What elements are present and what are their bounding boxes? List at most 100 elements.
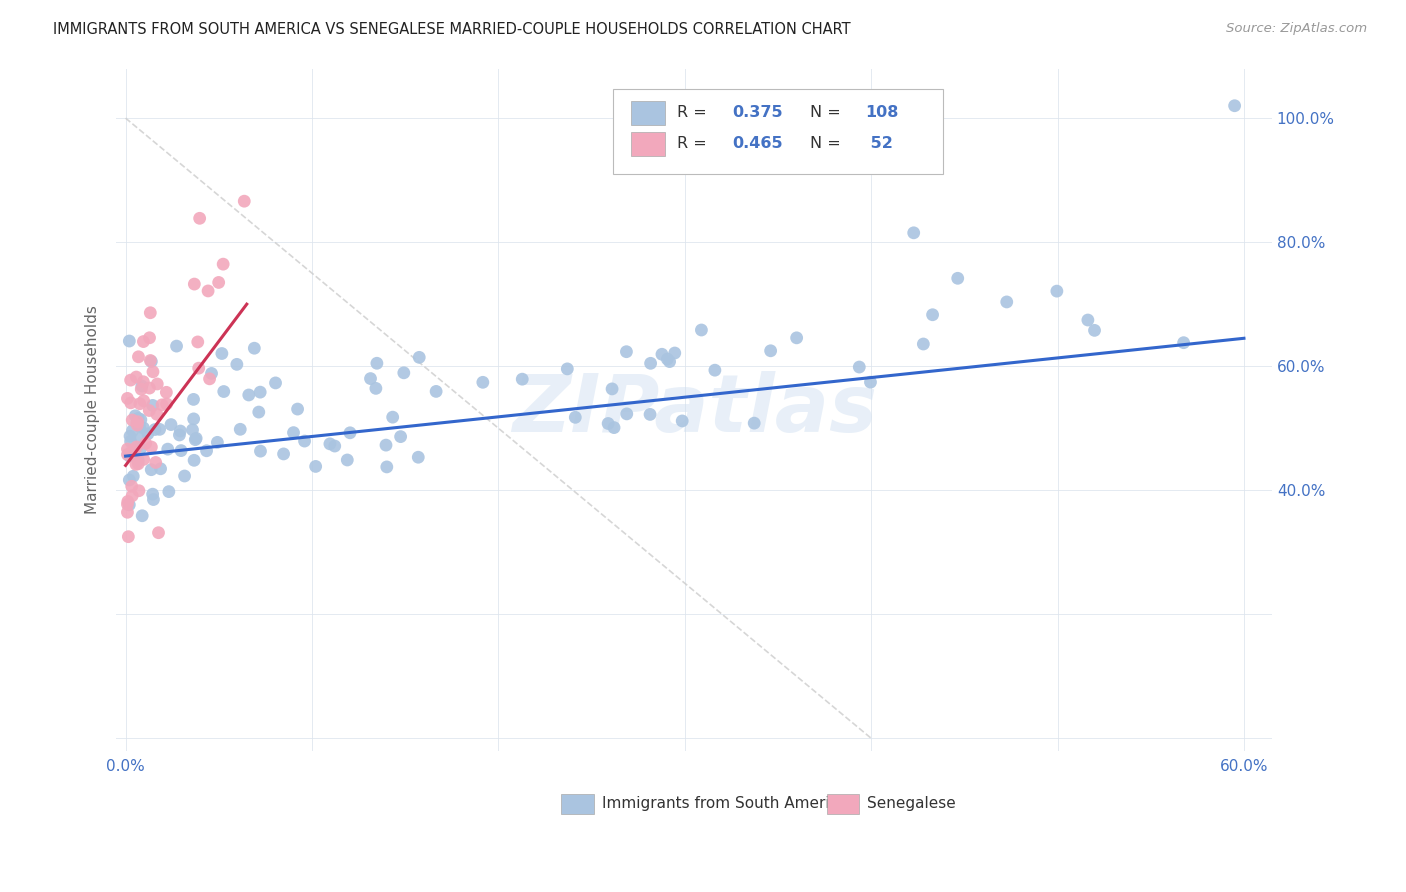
Point [118, 334, 141, 348]
Point [157, 484, 180, 499]
Point [125, 440, 148, 454]
Point [135, 436, 157, 450]
Point [903, 226, 925, 240]
Point [141, 354, 163, 368]
Point [195, 443, 218, 458]
Point [170, 443, 193, 458]
Text: 52: 52 [865, 136, 893, 151]
Point [117, 448, 139, 462]
Point [425, 384, 447, 399]
Text: ZIPatlas: ZIPatlas [512, 370, 876, 449]
Point [283, 425, 305, 440]
Point [364, 381, 387, 395]
Point [658, 354, 681, 368]
Point [616, 407, 638, 421]
Y-axis label: Married-couple Households: Married-couple Households [86, 305, 100, 514]
Point [212, 384, 235, 399]
Point [124, 409, 146, 423]
Point [149, 422, 172, 436]
Bar [827, 794, 859, 814]
Text: R =: R = [676, 105, 711, 120]
Point [118, 449, 141, 463]
Point [125, 458, 148, 472]
Point [186, 431, 208, 445]
Point [287, 402, 309, 417]
Point [141, 463, 163, 477]
Point [132, 375, 155, 389]
Point [148, 525, 170, 540]
Point [132, 421, 155, 435]
Point [323, 439, 346, 453]
Point [555, 362, 578, 376]
Point [124, 448, 146, 462]
Point [118, 429, 141, 443]
Point [128, 419, 150, 434]
Point [249, 444, 271, 458]
Point [375, 459, 398, 474]
Point [229, 422, 252, 436]
Point [120, 434, 142, 449]
Point [389, 429, 412, 443]
Point [198, 372, 221, 386]
Point [138, 381, 160, 395]
Point [127, 350, 149, 364]
Point [638, 408, 661, 422]
Point [616, 344, 638, 359]
Point [921, 308, 943, 322]
Point [207, 435, 229, 450]
Point [117, 442, 139, 456]
Point [129, 432, 152, 446]
Point [273, 447, 295, 461]
Point [156, 442, 179, 457]
Point [671, 414, 693, 428]
Point [184, 433, 207, 447]
Point [127, 415, 149, 429]
Point [564, 410, 586, 425]
Point [146, 407, 169, 421]
Point [117, 505, 139, 519]
Text: 0.375: 0.375 [733, 105, 783, 120]
Text: N =: N = [810, 105, 845, 120]
Point [1223, 99, 1246, 113]
Point [117, 497, 139, 511]
Point [121, 479, 143, 493]
Point [146, 376, 169, 391]
Point [249, 385, 271, 400]
Point [121, 413, 143, 427]
Point [1083, 323, 1105, 337]
Text: Source: ZipAtlas.com: Source: ZipAtlas.com [1226, 22, 1367, 36]
Point [132, 393, 155, 408]
Point [125, 416, 148, 430]
Point [408, 351, 430, 365]
Text: 0.465: 0.465 [733, 136, 783, 151]
Point [181, 423, 204, 437]
Point [122, 469, 145, 483]
Point [128, 483, 150, 498]
Point [200, 367, 222, 381]
Bar [630, 132, 665, 156]
Point [156, 397, 179, 411]
Point [118, 498, 141, 512]
Point [132, 452, 155, 467]
Point [243, 341, 266, 355]
Point [510, 372, 533, 386]
Point [375, 438, 398, 452]
Point [127, 411, 149, 425]
Point [946, 271, 969, 285]
Point [127, 457, 149, 471]
Point [360, 371, 382, 385]
Point [208, 276, 231, 290]
Point [145, 455, 167, 469]
Point [125, 370, 148, 384]
Point [381, 410, 404, 425]
Point [664, 346, 686, 360]
Point [149, 462, 172, 476]
Point [640, 356, 662, 370]
Point [117, 392, 139, 406]
Text: IMMIGRANTS FROM SOUTH AMERICA VS SENEGALESE MARRIED-COUPLE HOUSEHOLDS CORRELATIO: IMMIGRANTS FROM SOUTH AMERICA VS SENEGAL… [53, 22, 851, 37]
Point [136, 426, 159, 441]
Point [183, 453, 205, 467]
Bar [561, 794, 593, 814]
Point [264, 376, 287, 390]
Point [600, 382, 623, 396]
